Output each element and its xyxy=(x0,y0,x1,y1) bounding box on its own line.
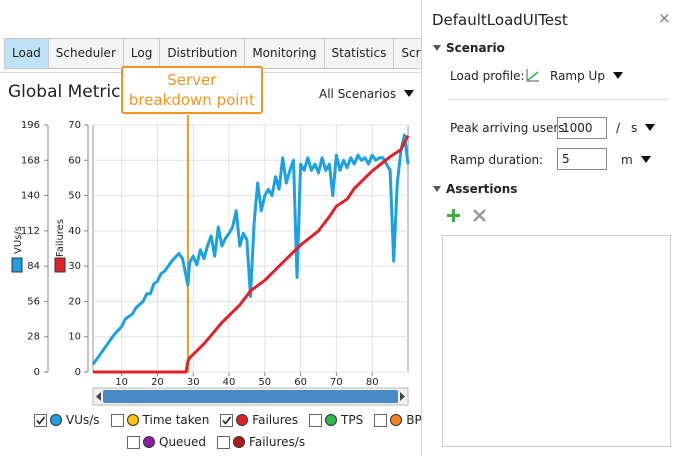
legend-dot xyxy=(126,414,139,426)
checkbox[interactable] xyxy=(374,413,388,427)
legend-item[interactable]: Failures/s xyxy=(217,435,305,449)
series-line xyxy=(91,133,410,366)
legend-label: TPS xyxy=(341,413,364,427)
tab[interactable]: Scheduler xyxy=(49,39,124,68)
legend-label: Time taken xyxy=(142,413,210,427)
section-title: Scenario xyxy=(446,41,505,55)
legend-dot xyxy=(50,414,62,426)
y-tick-label: 28 xyxy=(27,332,40,343)
tab[interactable]: Log xyxy=(124,39,161,68)
assertion-toolbar xyxy=(447,209,486,222)
legend-item[interactable]: Time taken xyxy=(110,413,210,427)
label: Peak arriving users: xyxy=(450,121,569,135)
legend-dot xyxy=(390,414,403,426)
legend-item[interactable]: Queued xyxy=(127,435,206,449)
x-tick-label: 60 xyxy=(294,377,307,388)
section-header[interactable]: Assertions xyxy=(433,182,517,196)
peak-input[interactable]: 1000 xyxy=(557,117,607,139)
y-tick-label: 196 xyxy=(21,120,40,131)
y2-tick-label: 0 xyxy=(75,367,81,378)
checkbox[interactable] xyxy=(34,413,47,427)
remove-button[interactable] xyxy=(473,209,486,222)
separator xyxy=(448,99,669,100)
plot-area xyxy=(92,124,409,373)
checkbox[interactable] xyxy=(217,435,231,449)
checkbox[interactable] xyxy=(110,413,124,427)
legend-row: Queued Failures/s xyxy=(127,435,312,449)
scroll-thumb xyxy=(103,390,398,403)
tab[interactable]: Monitoring xyxy=(245,39,325,68)
tab-bar: Load Scheduler Log Distribution Monitoring St… xyxy=(4,38,451,69)
y2-tick-label: 10 xyxy=(68,332,81,343)
y2-tick-label: 50 xyxy=(68,191,81,202)
close-button[interactable]: × xyxy=(658,9,671,27)
y-tick-label: 84 xyxy=(27,261,40,272)
y-axis-label: VUs/s xyxy=(13,226,24,254)
scenario-dropdown[interactable]: All Scenarios xyxy=(319,87,414,101)
unit-dropdown[interactable]: m xyxy=(621,153,651,167)
y2-tick-label: 20 xyxy=(68,296,81,307)
ramp-icon xyxy=(526,69,539,82)
checkbox[interactable] xyxy=(309,413,323,427)
section-title: Assertions xyxy=(446,182,518,196)
checkbox[interactable] xyxy=(220,413,234,427)
section-header[interactable]: Scenario xyxy=(433,41,505,55)
tab[interactable]: Distribution xyxy=(160,39,246,68)
legend-item[interactable]: TPS xyxy=(309,413,363,427)
metrics-panel: Load Scheduler Log Distribution Monitoring St… xyxy=(0,0,420,456)
axis-swatch xyxy=(54,257,66,273)
panel-title: Global Metrics xyxy=(8,82,130,102)
scroll-right xyxy=(400,392,405,401)
tab[interactable]: Statistics xyxy=(325,39,395,68)
x-tick-label: 40 xyxy=(223,377,236,388)
legend-item[interactable]: VUs/s xyxy=(34,413,100,427)
label: Load profile: xyxy=(450,69,525,83)
assertion-list xyxy=(442,235,671,447)
check-mark xyxy=(36,416,46,425)
x-tick-label: 80 xyxy=(366,377,379,388)
legend-row: VUs/s Time taken Failures TPS BPS xyxy=(34,413,436,427)
x-tick-label: 20 xyxy=(151,377,164,388)
chart: 10 20 30 40 50 60 70 80 0 28 56 84 112 140 168 196 0 10 20… xyxy=(11,115,410,406)
legend-label: VUs/s xyxy=(66,413,100,427)
tab[interactable]: Load xyxy=(5,39,49,68)
y2-axis-label: Failures xyxy=(55,219,66,257)
y-tick-label: 168 xyxy=(21,155,40,166)
legend-item[interactable]: Failures xyxy=(220,413,298,427)
legend-dot xyxy=(325,414,338,426)
y-tick-label: 140 xyxy=(21,191,40,202)
x-tick-label: 30 xyxy=(187,377,200,388)
legend-dot xyxy=(236,414,249,426)
series-line xyxy=(93,134,410,374)
y-tick-label: 56 xyxy=(27,296,40,307)
y2-tick-label: 60 xyxy=(68,155,81,166)
properties-panel: DefaultLoadUITest × Scenario Load profil… xyxy=(421,0,677,456)
y-tick-label: 0 xyxy=(34,367,40,378)
x-tick-label: 10 xyxy=(115,377,128,388)
legend-dot xyxy=(233,436,246,448)
y2-tick-label: 70 xyxy=(68,120,81,131)
legend-label: Queued xyxy=(159,435,207,449)
axis-swatch xyxy=(11,257,23,273)
annotation: Server breakdown point xyxy=(120,66,263,114)
x-tick-label: 70 xyxy=(330,377,343,388)
add-button[interactable] xyxy=(447,209,460,222)
panel-title: DefaultLoadUITest xyxy=(432,11,568,29)
checkbox[interactable] xyxy=(127,435,140,449)
y2-tick-label: 30 xyxy=(68,261,81,272)
y2-tick-label: 40 xyxy=(68,226,81,237)
legend-dot xyxy=(143,436,155,448)
unit-dropdown[interactable]: s xyxy=(631,121,655,135)
y-tick-label: 112 xyxy=(21,226,40,237)
label: / xyxy=(616,121,621,135)
x-tick-label: 50 xyxy=(258,377,271,388)
label: Ramp duration: xyxy=(450,153,544,167)
legend-label: Failures/s xyxy=(249,435,306,449)
check-mark xyxy=(222,416,232,425)
scroll-left xyxy=(96,392,101,401)
load-profile-dropdown[interactable]: Ramp Up xyxy=(550,69,623,83)
ramp-input[interactable]: 5 xyxy=(557,148,607,170)
legend-label: Failures xyxy=(252,413,299,427)
